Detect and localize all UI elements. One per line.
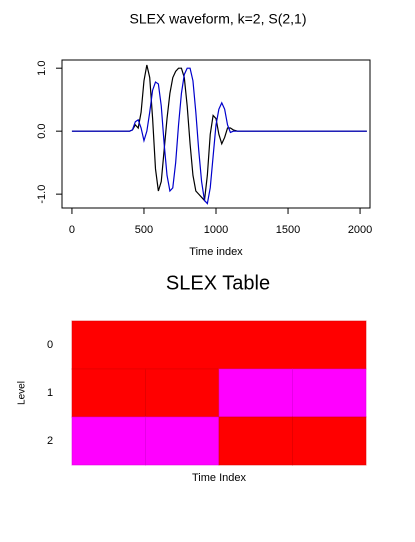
table-title: SLEX Table	[166, 272, 270, 294]
y-tick-label: 1.0	[36, 61, 48, 76]
tile	[218, 416, 293, 466]
x-tick-label: 0	[69, 224, 75, 236]
tile	[71, 320, 367, 370]
x-tick-label: 1000	[204, 224, 228, 236]
level-label: 0	[47, 339, 53, 351]
y-tick-label: -1.0	[36, 185, 48, 204]
x-axis-label: Time Index	[192, 472, 247, 484]
x-axis-label: Time index	[189, 246, 243, 258]
plot-frame	[61, 59, 371, 209]
tile-edge	[292, 416, 367, 466]
tile	[292, 416, 367, 466]
y-tick-label: 0.0	[36, 124, 48, 139]
y-axis-label: Level	[17, 381, 28, 405]
tile	[71, 416, 146, 466]
level-label: 1	[47, 387, 53, 399]
tile	[145, 368, 220, 418]
tile	[218, 368, 293, 418]
x-tick-label: 500	[135, 224, 153, 236]
tile	[71, 368, 146, 418]
series-line	[71, 64, 367, 202]
level-label: 2	[47, 435, 53, 447]
series-line	[71, 67, 367, 205]
x-tick-label: 2000	[348, 224, 372, 236]
chart-title: SLEX waveform, k=2, S(2,1)	[129, 11, 306, 27]
tile	[292, 368, 367, 418]
tile	[145, 416, 220, 466]
x-tick-label: 1500	[276, 224, 300, 236]
